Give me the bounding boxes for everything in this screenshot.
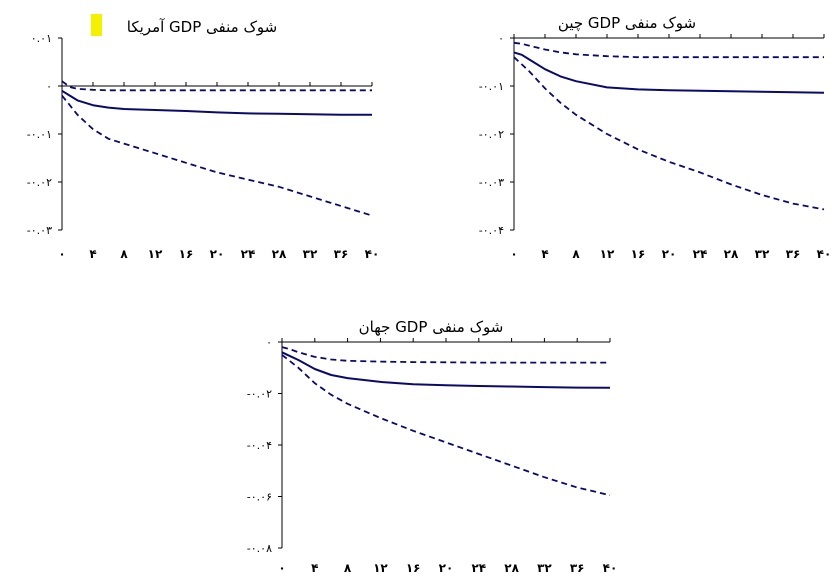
- chart-title: شوک منفی GDP آمریکا: [127, 18, 277, 36]
- x-tick-label: ۲۸: [724, 247, 739, 261]
- y-tick-label: ۰: [266, 336, 272, 349]
- x-tick-label: ۲۴: [241, 247, 256, 261]
- chart-usa: شوک منفی GDP آمریکا ۰.۰۱ ۰ -۰.۰۱ -۰.۰۲ -۰.۰۳…: [27, 14, 380, 261]
- x-tick-label: ۳۶: [334, 247, 349, 261]
- x-tick-label: ۳۲: [755, 247, 770, 261]
- upper-bound-line: [513, 41, 824, 59]
- y-tick-label: -۰.۰۲: [479, 128, 504, 141]
- y-tick-label: ۰: [498, 32, 504, 45]
- x-tick-label: ۴: [541, 247, 548, 261]
- response-line: [61, 89, 372, 116]
- x-tick-label: ۲۰: [210, 247, 225, 261]
- y-tick-label: ۰: [46, 80, 52, 93]
- x-tick-label: ۳۶: [786, 247, 801, 261]
- x-tick-label: ۴۰: [365, 247, 380, 261]
- x-tick-label: ۱۲: [373, 561, 388, 575]
- y-tick-label: -۰.۰۴: [247, 439, 272, 452]
- x-tick-label: ۴۰: [603, 561, 618, 575]
- chart-china: شوک منفی GDP چین ۰ -۰.۰۱ -۰.۰۲ -۰.۰۳ -۰.۰۴ ۰ ۴…: [479, 14, 832, 261]
- chart-world: شوک منفی GDP جهان ۰ -۰.۰۲ -۰.۰۴ -۰.۰۶ -۰.۰۸ ۰…: [247, 318, 618, 575]
- x-tick-label: ۴: [89, 247, 96, 261]
- x-tick-label: ۸: [120, 247, 128, 261]
- x-tick-label: ۸: [344, 561, 352, 575]
- x-tick-label: ۱۲: [600, 247, 615, 261]
- x-tick-label: ۳۲: [537, 561, 552, 575]
- x-tick-label: ۰: [58, 247, 65, 261]
- y-tick-label: -۰.۰۸: [247, 542, 272, 555]
- x-tick-label: ۳۶: [570, 561, 585, 575]
- title-highlight: [91, 14, 102, 36]
- x-tick-label: ۸: [572, 247, 580, 261]
- x-tick-label: ۱۶: [631, 247, 646, 261]
- x-tick-label: ۲۸: [504, 561, 519, 575]
- y-tick-label: -۰.۰۱: [27, 128, 52, 141]
- chart-title: شوک منفی GDP چین: [558, 14, 696, 32]
- y-tick-label: -۰.۰۴: [479, 224, 504, 237]
- x-tick-label: ۲۴: [471, 561, 486, 575]
- x-tick-label: ۰: [278, 561, 285, 575]
- y-tick-label: -۰.۰۲: [247, 388, 272, 401]
- x-tick-label: ۲۸: [272, 247, 287, 261]
- x-tick-label: ۴۰: [817, 247, 832, 261]
- y-tick-label: -۰.۰۱: [479, 80, 504, 93]
- y-tick-label: -۰.۰۳: [479, 176, 504, 189]
- lower-bound-line: [281, 354, 611, 497]
- x-tick-label: ۳۲: [303, 247, 318, 261]
- response-line: [281, 351, 611, 389]
- y-tick-label: -۰.۰۶: [247, 491, 272, 504]
- x-tick-label: ۱۶: [406, 561, 421, 575]
- x-tick-label: ۰: [510, 247, 517, 261]
- response-line: [513, 51, 825, 94]
- x-tick-label: ۱۶: [179, 247, 194, 261]
- y-tick-label: ۰.۰۱: [31, 32, 52, 45]
- chart-title: شوک منفی GDP جهان: [359, 318, 504, 336]
- x-tick-label: ۲۰: [662, 247, 677, 261]
- x-tick-label: ۲۰: [439, 561, 454, 575]
- upper-bound-line: [61, 80, 372, 92]
- x-tick-label: ۲۴: [693, 247, 708, 261]
- x-tick-label: ۱۲: [148, 247, 163, 261]
- upper-bound-line: [281, 346, 610, 364]
- y-tick-label: -۰.۰۳: [27, 224, 52, 237]
- x-tick-label: ۴: [311, 561, 318, 575]
- y-tick-label: -۰.۰۲: [27, 176, 52, 189]
- lower-bound-line: [513, 56, 825, 211]
